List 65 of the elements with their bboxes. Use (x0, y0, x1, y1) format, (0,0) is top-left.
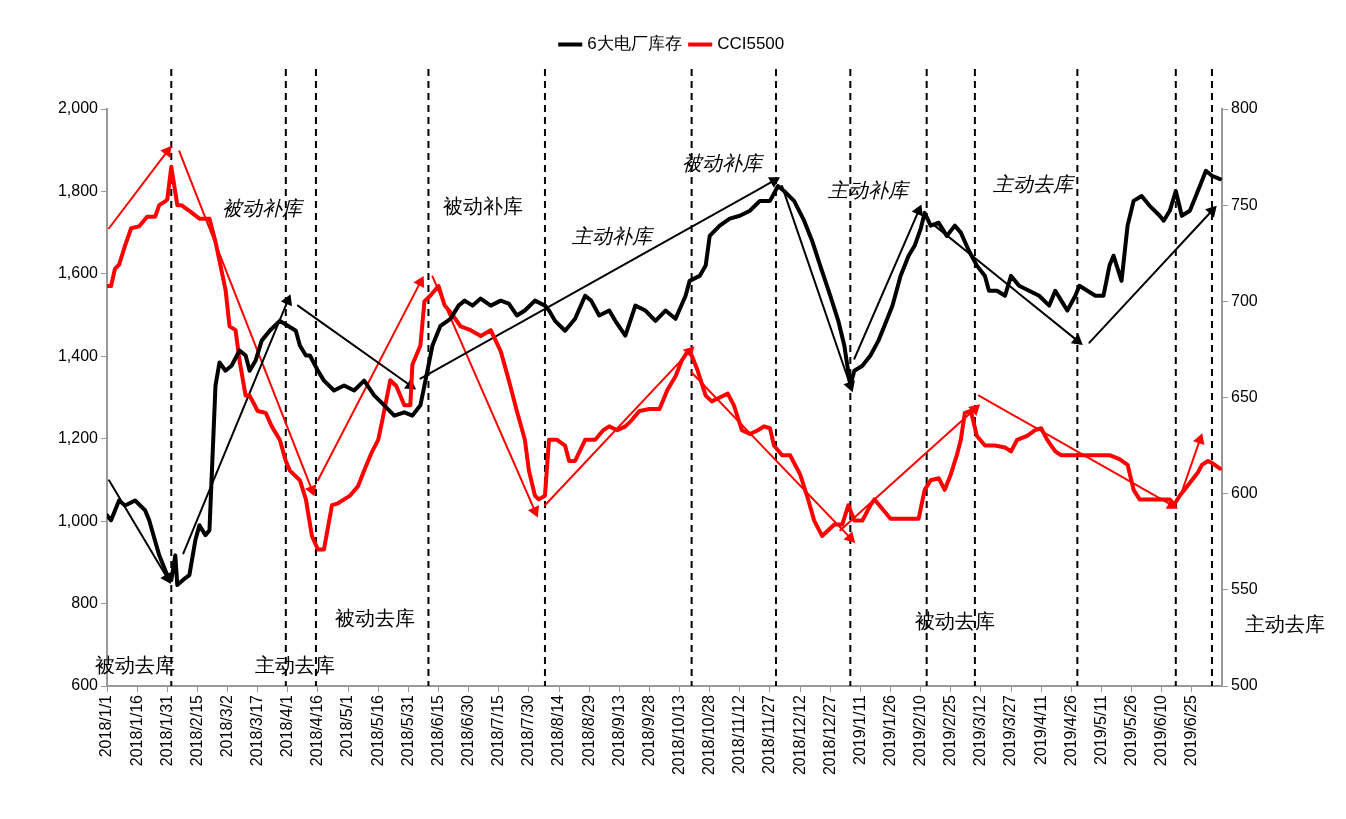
x-tick-label: 2018/8/29 (579, 694, 597, 767)
text: 主动去库 (1245, 613, 1325, 635)
x-tick-label: 2019/6/25 (1182, 694, 1200, 767)
x-tick-label: 2018/3/2 (217, 694, 235, 758)
annotation: 被动补库 (682, 152, 762, 174)
legend-label: CCI5500 (717, 34, 785, 54)
annotation: 被动去库 (335, 607, 415, 629)
x-tick-label: 2018/10/13 (669, 694, 687, 776)
x-tick-label: 2018/9/28 (639, 694, 657, 767)
x-tick-label: 2018/12/27 (820, 694, 838, 776)
x-tick-label: 2019/4/26 (1061, 694, 1079, 767)
x-tick-label: 2019/3/12 (971, 694, 989, 767)
y-tick-label: 1,200 (57, 429, 99, 447)
y-tick-label: 1,600 (57, 264, 99, 282)
y2-tick-label: 650 (1231, 387, 1258, 405)
annotation: 被动补库 (443, 195, 523, 217)
x-tick-label: 2019/5/26 (1122, 694, 1139, 767)
y2-tick-label: 700 (1231, 291, 1258, 309)
annotation: 被动去库 (95, 654, 175, 676)
x-tick-label: 2018/6/15 (428, 694, 446, 767)
y-tick-label: 1,400 (57, 346, 99, 364)
annotation: 被动补库 (222, 197, 302, 219)
x-tick-label: 2018/8/14 (549, 694, 567, 767)
y-tick-label: 1,800 (57, 181, 99, 199)
y-tick-label: 800 (71, 593, 99, 611)
x-tick-label: 2019/1/26 (880, 694, 898, 767)
x-tick-label: 2018/3/17 (248, 694, 266, 767)
x-tick-label: 2019/1/11 (850, 694, 868, 765)
x-tick-label: 2018/1/31 (157, 694, 175, 767)
y-tick-label: 1,000 (57, 511, 99, 529)
x-tick-label: 2018/5/31 (398, 694, 416, 767)
annotation: 主动补库 (572, 225, 652, 247)
x-tick-label: 2019/3/27 (1001, 694, 1019, 767)
x-tick-label: 2018/1/1 (97, 694, 115, 758)
x-tick-label: 2018/10/28 (700, 694, 718, 776)
x-tick-label: 2018/2/15 (187, 694, 205, 767)
x-tick-label: 2018/7/30 (519, 694, 537, 767)
x-tick-label: 2018/7/15 (489, 694, 507, 767)
x-tick-label: 2018/11/12 (730, 694, 748, 774)
y2-tick-label: 750 (1231, 195, 1258, 213)
y2-tick-label: 500 (1231, 676, 1258, 694)
x-tick-label: 2019/2/25 (941, 694, 959, 767)
x-tick-label: 2019/2/10 (911, 694, 929, 767)
x-tick-label: 2018/5/1 (338, 694, 356, 758)
x-tick-label: 2018/4/16 (308, 694, 326, 767)
y2-tick-label: 600 (1231, 484, 1258, 502)
annotation: 主动去库 (255, 654, 335, 676)
y-tick-label: 2,000 (57, 99, 99, 117)
x-tick-label: 2018/12/12 (790, 694, 808, 776)
x-tick-label: 2018/5/16 (368, 694, 386, 767)
x-tick-label: 2018/1/16 (127, 694, 145, 767)
x-tick-label: 2019/4/11 (1031, 694, 1049, 765)
annotation: 被动去库 (915, 610, 995, 632)
x-tick-label: 2018/11/27 (760, 694, 778, 774)
x-tick-label: 2018/6/30 (459, 694, 477, 767)
annotation: 主动去库 (993, 173, 1073, 195)
x-tick-label: 2018/9/13 (609, 694, 627, 767)
x-tick-label: 2019/5/11 (1091, 694, 1109, 765)
legend-label: 6大电厂库存 (587, 34, 682, 54)
annotation: 主动补库 (828, 179, 908, 201)
y-tick-label: 600 (71, 676, 99, 694)
y2-tick-label: 800 (1231, 99, 1258, 117)
y2-tick-label: 550 (1231, 580, 1258, 598)
x-tick-label: 2019/6/10 (1152, 694, 1170, 767)
x-tick-label: 2018/4/1 (278, 694, 296, 758)
